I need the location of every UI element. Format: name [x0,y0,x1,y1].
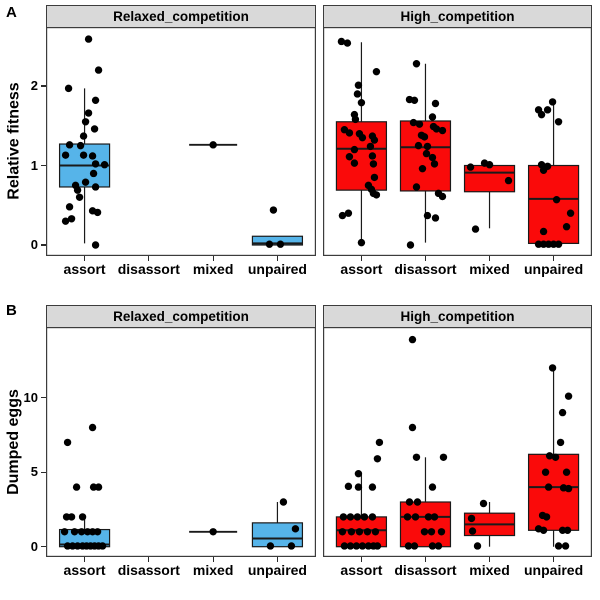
y-tick-mark [41,397,46,399]
x-tick-mark [83,255,86,261]
x-axis-label-unpaired: unpaired [247,261,307,277]
x-axis-label-assort: assort [340,261,383,277]
x-tick-mark [424,556,427,562]
y-tick-mark [41,85,46,87]
panel-a-label: A [6,4,17,21]
facet-strip-high-competition-b: High_competition [323,305,592,328]
panel-b-label: B [6,302,17,319]
plot-panel-relaxed-a [46,27,316,256]
y-tick-label: 5 [30,464,38,480]
plot-panel-high-b [323,327,592,557]
y-tick-label: 2 [30,78,38,93]
y-tick-mark [41,244,46,246]
x-axis-label-disassort: disassort [394,261,457,277]
x-axis-label-mixed: mixed [192,562,234,578]
x-axis-label-mixed: mixed [469,562,510,578]
x-axis-label-unpaired: unpaired [524,562,584,578]
y-tick-label: 0 [30,237,38,252]
plot-panel-high-a [323,27,592,256]
x-tick-mark [360,556,363,562]
y-tick-mark [41,164,46,167]
x-axis-label-assort: assort [63,562,106,578]
x-tick-mark [552,556,555,562]
y-tick-label: 10 [23,389,38,405]
y-tick-label: 1 [30,157,38,173]
x-axis-label-unpaired: unpaired [524,261,584,277]
x-tick-mark [83,556,86,562]
x-tick-mark [212,556,214,562]
x-axis-label-unpaired: unpaired [247,562,307,578]
y-axis-title-relative-fitness: Relative fitness [5,82,23,200]
x-tick-mark [148,255,150,261]
facet-strip-relaxed-competition-b: Relaxed_competition [46,305,316,328]
facet-strip-relaxed-competition-a: Relaxed_competition [46,5,316,28]
y-axis-title-dumped-eggs: Dumped eggs [5,389,22,495]
x-axis-label-disassort: disassort [394,562,457,578]
x-tick-mark [276,255,279,261]
y-tick-mark [41,471,46,473]
plot-panel-relaxed-b [46,327,316,557]
x-axis-label-assort: assort [340,562,383,578]
x-axis-label-disassort: disassort [117,261,180,277]
x-tick-mark [552,255,555,261]
x-tick-mark [148,556,150,562]
x-tick-mark [360,255,363,261]
facet-strip-high-competition-a: High_competition [323,5,592,28]
x-axis-label-mixed: mixed [469,261,510,277]
y-tick-label: 0 [30,538,38,554]
x-axis-label-disassort: disassort [117,562,180,578]
x-axis-label-assort: assort [63,261,106,277]
x-tick-mark [276,556,279,562]
x-tick-mark [212,255,214,261]
x-tick-mark [488,255,491,261]
x-axis-label-mixed: mixed [192,261,234,277]
y-tick-mark [41,546,46,548]
x-tick-mark [424,255,427,261]
x-tick-mark [488,556,491,562]
